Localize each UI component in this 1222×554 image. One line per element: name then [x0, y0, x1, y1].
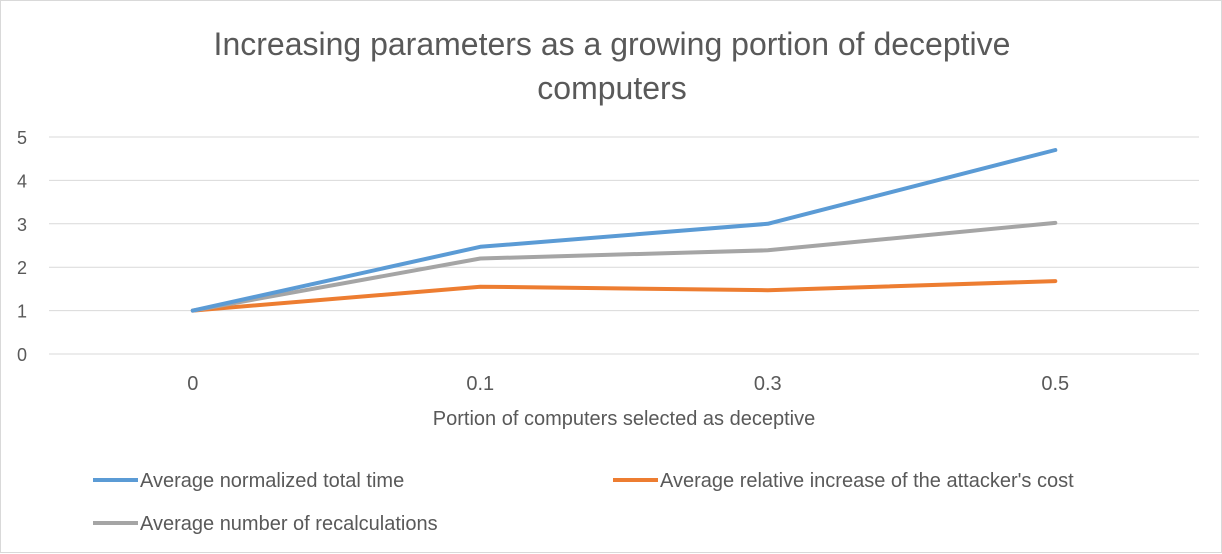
x-tick-label: 0.5	[1041, 373, 1069, 395]
y-tick-label: 5	[17, 128, 27, 148]
x-tick-label: 0.1	[466, 373, 494, 395]
y-tick-label: 3	[17, 215, 27, 235]
chart-title-line-1: Increasing parameters as a growing porti…	[214, 26, 1011, 62]
legend-label: Average relative increase of the attacke…	[660, 470, 1074, 492]
legend: Average normalized total time Average rel…	[93, 470, 1074, 535]
y-tick-label: 2	[17, 258, 27, 278]
x-tick-label: 0	[187, 373, 198, 395]
y-tick-label: 0	[17, 345, 27, 365]
y-tick-label: 4	[17, 171, 27, 191]
y-axis-ticks: 0 1 2 3 4 5	[17, 128, 27, 365]
chart-title-line-2: computers	[537, 70, 686, 106]
legend-label: Average number of recalculations	[140, 513, 438, 535]
gridlines	[49, 137, 1199, 354]
series-lines	[193, 150, 1056, 311]
x-axis-label: Portion of computers selected as decepti…	[433, 408, 815, 430]
legend-label: Average normalized total time	[140, 470, 404, 492]
y-tick-label: 1	[17, 302, 27, 322]
x-axis-ticks: 0 0.1 0.3 0.5	[187, 373, 1069, 395]
x-tick-label: 0.3	[754, 373, 782, 395]
